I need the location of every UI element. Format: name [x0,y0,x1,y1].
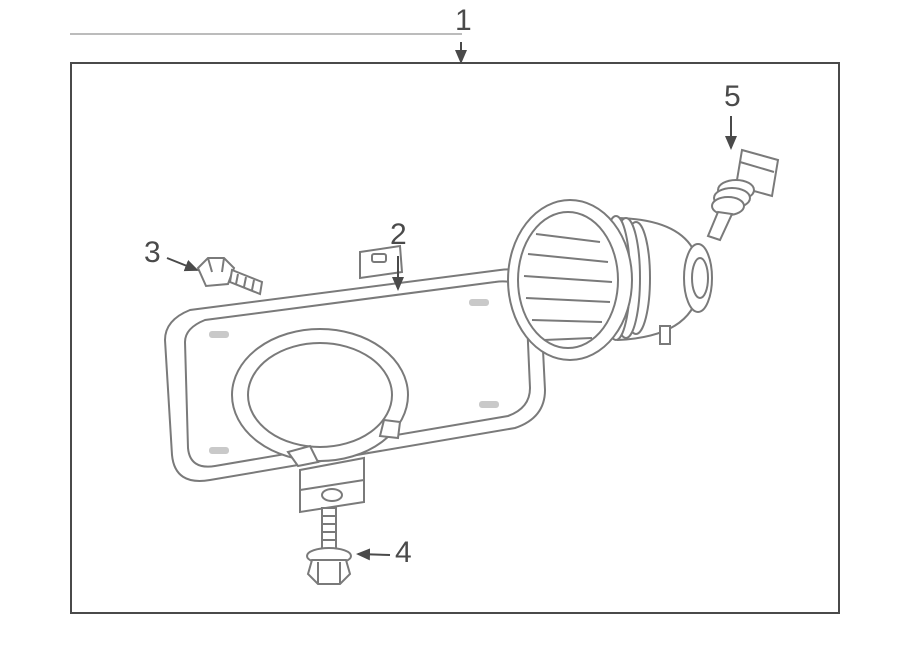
fog-lamp-assembly [508,200,712,360]
bottom-bolt [307,508,351,584]
callout-5-label: 5 [724,80,741,114]
bulb [708,150,778,240]
callout-1-label: 1 [455,4,472,38]
callout-2-label: 2 [390,218,407,252]
callout-4-label: 4 [395,536,412,570]
side-bolt [198,258,262,294]
diagram-svg [0,0,900,661]
fog-lamp-bracket [165,246,545,512]
callout-3-label: 3 [144,236,161,270]
